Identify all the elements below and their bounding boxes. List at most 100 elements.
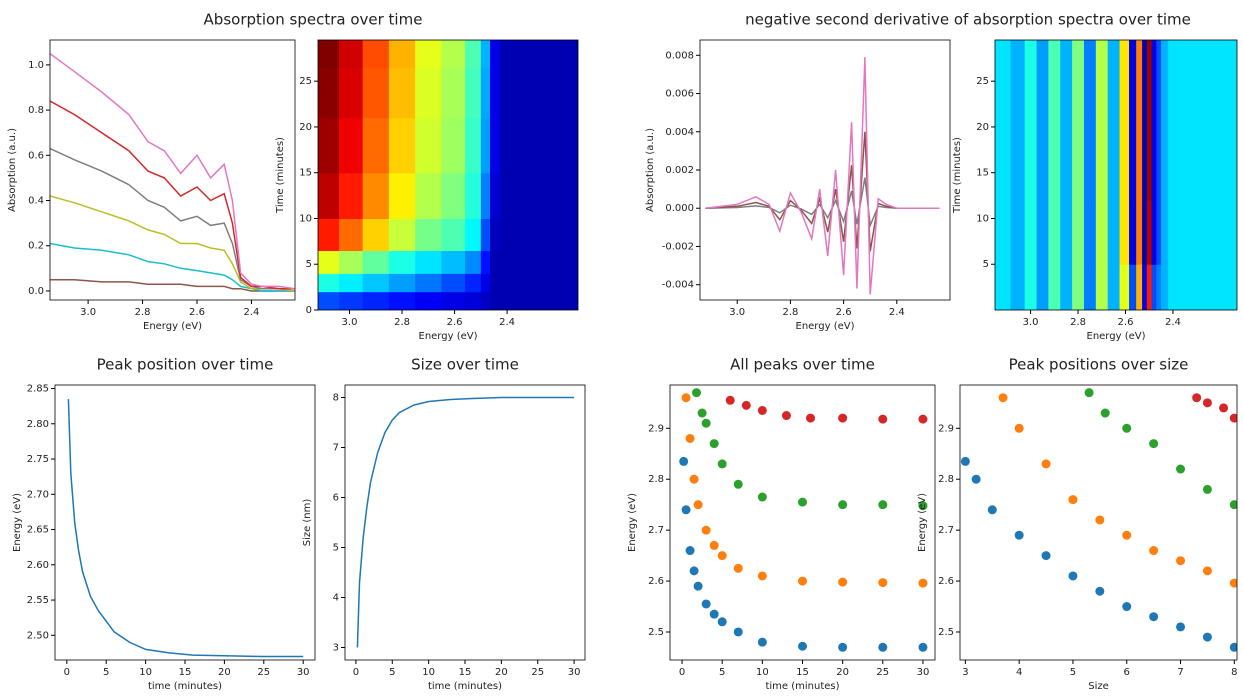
heatmap-cell <box>1083 117 1097 201</box>
y-axis-label: Size (nm) <box>302 499 313 547</box>
heatmap-cell <box>1146 40 1153 119</box>
heatmap-cell <box>1142 40 1148 119</box>
heatmap-cell <box>500 172 521 219</box>
y-tick-label: 2.9 <box>938 423 954 434</box>
heatmap-cell <box>1107 117 1121 201</box>
heatmap-cell <box>520 291 547 310</box>
heatmap-cell <box>1036 40 1049 119</box>
heatmap-cell <box>415 172 442 219</box>
y-tick-label: 25 <box>299 76 312 87</box>
point <box>798 497 807 507</box>
x-tick-label: 2.4 <box>499 317 515 328</box>
point <box>918 414 928 424</box>
x-axis-label: time (minutes) <box>428 681 502 692</box>
x-tick-label: 2.6 <box>189 307 205 318</box>
point <box>1202 632 1212 642</box>
heatmap-cell <box>1010 117 1026 201</box>
heatmap-cell <box>1208 40 1237 119</box>
y-tick-label: 3 <box>333 643 339 654</box>
heatmap-cell <box>1151 117 1157 201</box>
point <box>701 599 711 609</box>
point <box>798 576 807 586</box>
panel-title: Absorption spectra over time <box>204 11 423 29</box>
heatmap-cell <box>1161 40 1169 119</box>
heatmap-cell <box>1151 200 1157 265</box>
heatmap-cell <box>362 172 390 219</box>
point <box>1202 484 1212 494</box>
heatmap-cell <box>318 218 340 252</box>
heatmap-cell <box>339 218 364 252</box>
heatmap-cell <box>339 273 364 293</box>
heatmap-cell <box>465 40 482 68</box>
heatmap-cell <box>480 117 491 174</box>
heatmap-cell <box>339 291 364 310</box>
heatmap-cell <box>1119 117 1130 201</box>
line <box>705 177 940 229</box>
x-tick-label: 2.4 <box>243 307 259 318</box>
heatmap-cell <box>362 273 390 293</box>
heatmap-cell <box>362 218 390 252</box>
point <box>878 578 888 588</box>
point <box>717 617 727 627</box>
heatmap-cell <box>500 117 521 174</box>
heatmap-cell <box>1156 40 1162 119</box>
point <box>681 505 691 515</box>
y-tick-label: 2.50 <box>27 630 49 641</box>
point <box>1149 546 1159 556</box>
y-tick-label: 1.0 <box>28 60 44 71</box>
y-tick-label: 10 <box>976 213 989 224</box>
point <box>781 411 791 421</box>
heatmap-cell <box>480 273 491 293</box>
x-tick-label: 0 <box>64 667 70 678</box>
heatmap-cell <box>490 40 502 68</box>
panel <box>705 57 940 295</box>
heatmap-cell <box>480 250 491 274</box>
y-tick-label: 0.6 <box>28 150 44 161</box>
x-tick-label: 3.0 <box>342 317 358 328</box>
x-axis-label: Energy (eV) <box>143 321 202 332</box>
y-tick-label: 0.4 <box>28 196 44 207</box>
x-tick-label: 5 <box>103 667 109 678</box>
heatmap-cell <box>1168 264 1186 310</box>
x-tick-label: 2.8 <box>782 307 798 318</box>
heatmap-cell <box>1136 264 1143 310</box>
x-tick-label: 7 <box>1177 667 1183 678</box>
y-tick-label: 20 <box>976 122 989 133</box>
heatmap-cell <box>362 117 390 174</box>
heatmap-cell <box>520 273 547 293</box>
heatmap-cell <box>1060 200 1073 265</box>
heatmap-cell <box>318 250 340 274</box>
x-tick-label: 5 <box>1070 667 1076 678</box>
heatmap-cell <box>995 40 1011 119</box>
heatmap-cell <box>520 67 547 119</box>
heatmap-cell <box>318 67 340 119</box>
x-tick-label: 10 <box>756 667 769 678</box>
heatmap-cell <box>465 291 482 310</box>
line <box>356 396 575 648</box>
heatmap-cell <box>520 250 547 274</box>
x-tick-label: 0 <box>353 667 359 678</box>
heatmap-cell <box>415 117 442 174</box>
x-tick-label: 20 <box>495 667 508 678</box>
heatmap-cell <box>1072 40 1085 119</box>
point <box>1229 642 1237 652</box>
panel-title: Peak position over time <box>97 356 274 374</box>
heatmap-cell <box>318 172 340 219</box>
heatmap-cell <box>1107 264 1121 310</box>
heatmap-cell <box>415 250 442 274</box>
panel <box>356 396 575 648</box>
point <box>1084 388 1094 398</box>
point <box>1176 622 1186 632</box>
heatmap-cell <box>1119 200 1130 265</box>
y-tick-label: 5 <box>306 259 312 270</box>
heatmap-cell <box>520 218 547 252</box>
heatmap-cell <box>339 172 364 219</box>
point <box>709 609 719 619</box>
point <box>689 566 699 576</box>
y-tick-label: 2.55 <box>27 595 49 606</box>
line <box>50 52 295 290</box>
heatmap-cell <box>415 40 442 68</box>
y-tick-label: 2.8 <box>648 474 664 485</box>
point <box>798 641 807 651</box>
heatmap-cell <box>1161 264 1169 310</box>
